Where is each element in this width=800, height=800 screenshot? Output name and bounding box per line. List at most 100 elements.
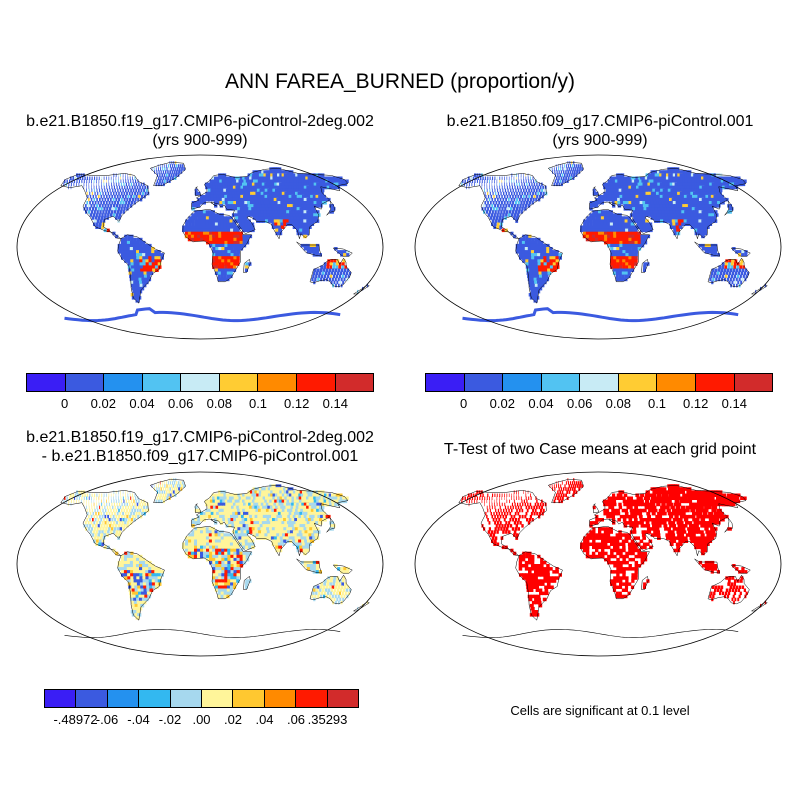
grid-cell bbox=[227, 240, 231, 245]
grid-cell bbox=[622, 237, 626, 242]
grid-cell bbox=[279, 524, 284, 528]
grid-cell bbox=[527, 185, 529, 190]
grid-cell bbox=[275, 484, 282, 488]
grid-cell bbox=[137, 496, 139, 500]
grid-cell bbox=[227, 499, 231, 504]
grid-cell bbox=[231, 508, 236, 513]
grid-cell bbox=[309, 527, 314, 531]
grid-cell bbox=[120, 524, 123, 528]
grid-cell bbox=[281, 514, 287, 519]
grid-cell bbox=[104, 521, 107, 525]
grid-cell bbox=[472, 176, 475, 180]
grid-cell bbox=[209, 548, 213, 553]
grid-cell bbox=[247, 173, 252, 177]
grid-cell bbox=[91, 179, 92, 183]
grid-cell bbox=[106, 207, 109, 211]
grid-cell bbox=[123, 514, 126, 519]
grid-cell bbox=[142, 243, 146, 248]
grid-cell bbox=[680, 219, 685, 223]
grid-cell bbox=[154, 576, 159, 580]
grid-cell bbox=[306, 564, 311, 568]
grid-cell bbox=[126, 247, 131, 251]
grid-cell bbox=[634, 262, 638, 266]
grid-cell bbox=[289, 521, 295, 525]
grid-cell bbox=[275, 213, 280, 217]
grid-cell bbox=[474, 179, 476, 183]
grid-cell bbox=[242, 545, 246, 550]
grid-cell bbox=[305, 545, 310, 550]
grid-cell bbox=[284, 204, 289, 208]
grid-cell bbox=[118, 530, 122, 534]
grid-cell bbox=[298, 213, 303, 217]
grid-cell bbox=[211, 527, 215, 531]
grid-cell bbox=[293, 216, 298, 220]
grid-cell bbox=[291, 518, 296, 522]
grid-cell bbox=[96, 185, 97, 190]
grid-cell bbox=[241, 225, 246, 229]
grid-cell bbox=[218, 173, 222, 177]
grid-cell bbox=[224, 554, 228, 559]
grid-cell bbox=[658, 176, 664, 180]
grid-cell bbox=[223, 536, 228, 540]
grid-cell bbox=[171, 170, 174, 174]
grid-cell bbox=[197, 508, 201, 513]
grid-cell bbox=[212, 247, 216, 251]
grid-cell bbox=[607, 237, 611, 242]
grid-cell bbox=[293, 524, 299, 528]
grid-cell bbox=[494, 188, 496, 193]
grid-cell bbox=[312, 567, 317, 571]
grid-cell bbox=[706, 207, 711, 211]
grid-cell bbox=[173, 481, 176, 485]
grid-cell bbox=[318, 271, 322, 275]
grid-cell bbox=[99, 210, 102, 214]
grid-cell bbox=[499, 179, 500, 183]
grid-cell bbox=[116, 185, 118, 190]
grid-cell bbox=[200, 545, 204, 550]
grid-cell bbox=[707, 197, 712, 202]
grid-cell bbox=[156, 179, 159, 183]
grid-cell bbox=[624, 219, 629, 223]
grid-cell bbox=[141, 277, 146, 282]
grid-cell bbox=[255, 201, 260, 205]
grid-cell bbox=[678, 210, 683, 214]
grid-cell bbox=[335, 493, 343, 497]
grid-cell bbox=[296, 511, 302, 516]
grid-cell bbox=[669, 182, 675, 187]
grid-cell bbox=[714, 213, 719, 217]
grid-cell bbox=[113, 204, 116, 208]
grid-cell bbox=[675, 225, 680, 229]
grid-cell bbox=[283, 210, 288, 214]
grid-cell bbox=[89, 518, 91, 522]
grid-cell bbox=[311, 533, 316, 537]
grid-cell bbox=[233, 557, 237, 562]
grid-cell bbox=[288, 518, 293, 522]
grid-cell bbox=[650, 191, 655, 196]
grid-cell bbox=[208, 536, 213, 540]
grid-cell bbox=[300, 191, 306, 196]
grid-cell bbox=[543, 250, 547, 254]
grid-cell bbox=[224, 228, 228, 233]
grid-cell bbox=[517, 210, 520, 214]
grid-cell bbox=[254, 188, 259, 193]
grid-cell bbox=[616, 173, 620, 177]
grid-cell bbox=[631, 259, 635, 263]
grid-cell bbox=[532, 296, 537, 300]
grid-cell bbox=[132, 505, 135, 510]
grid-cell bbox=[93, 505, 95, 510]
grid-cell bbox=[666, 207, 671, 211]
grid-cell bbox=[712, 197, 718, 202]
grid-cell bbox=[644, 188, 649, 193]
grid-cell bbox=[312, 511, 318, 516]
grid-cell bbox=[260, 197, 265, 202]
grid-cell bbox=[494, 197, 496, 202]
grid-cell bbox=[701, 243, 706, 248]
grid-cell bbox=[683, 207, 688, 211]
grid-cell bbox=[725, 259, 729, 263]
grid-cell bbox=[489, 216, 493, 220]
grid-cell bbox=[490, 207, 493, 211]
map-case1 bbox=[15, 153, 385, 341]
grid-cell bbox=[689, 207, 694, 211]
grid-cell bbox=[103, 499, 105, 504]
grid-cell bbox=[251, 207, 255, 211]
grid-cell bbox=[701, 247, 706, 251]
